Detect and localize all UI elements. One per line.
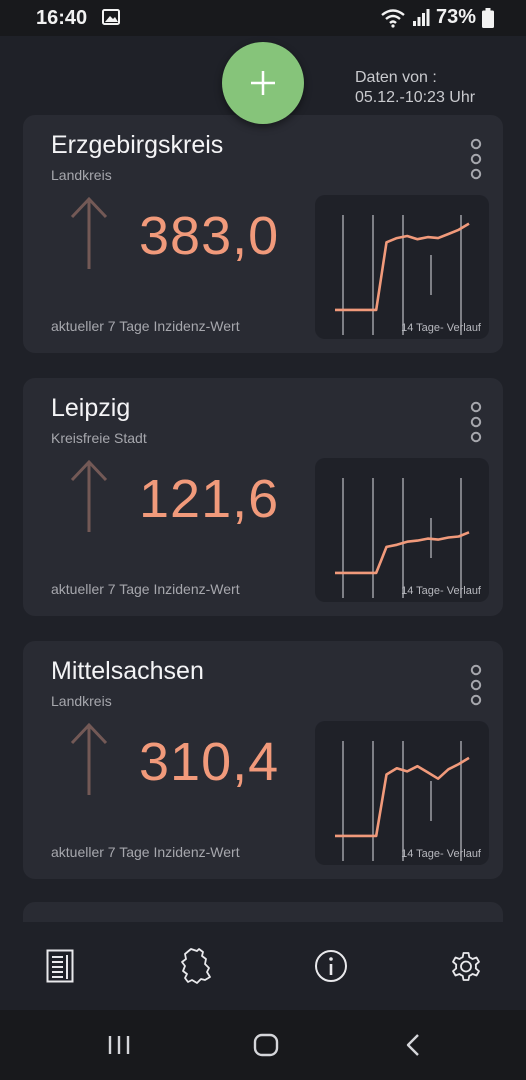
region-type: Landkreis: [51, 167, 112, 183]
incidence-value: 121,6: [139, 469, 280, 529]
trend-chart-svg: [335, 478, 470, 598]
data-timestamp-label: Daten von :: [355, 69, 437, 86]
nav-info-button[interactable]: [309, 944, 353, 988]
wifi-icon: [381, 8, 405, 28]
nav-settings-button[interactable]: [444, 944, 488, 988]
trend-up-arrow-icon: [70, 196, 108, 269]
region-card[interactable]: Mittelsachsen Landkreis 310,4 aktueller …: [23, 641, 503, 879]
region-type: Landkreis: [51, 693, 112, 709]
data-timestamp: Daten von : 05.12.-10:23 Uhr: [355, 68, 475, 108]
more-options-icon[interactable]: [469, 400, 483, 444]
status-bar: 16:40 73%: [0, 0, 526, 36]
more-options-icon[interactable]: [469, 663, 483, 707]
plus-icon: [251, 71, 275, 95]
region-name: Erzgebirgskreis: [51, 131, 224, 159]
nav-list-button[interactable]: [38, 944, 82, 988]
trend-chart: 14 Tage- Verlauf: [315, 458, 489, 602]
system-navigation-bar: [0, 1010, 526, 1080]
trend-chart: 14 Tage- Verlauf: [315, 195, 489, 339]
region-type: Kreisfreie Stadt: [51, 430, 147, 446]
incidence-caption: aktueller 7 Tage Inzidenz-Wert: [51, 318, 240, 334]
battery-icon: [482, 7, 494, 28]
status-time: 16:40: [36, 7, 88, 29]
add-region-button[interactable]: [222, 42, 304, 124]
data-timestamp-value: 05.12.-10:23 Uhr: [355, 89, 476, 106]
home-icon: [253, 1033, 279, 1057]
recent-apps-button[interactable]: [101, 1028, 137, 1062]
home-button[interactable]: [248, 1028, 284, 1062]
trend-chart-svg: [335, 741, 470, 861]
region-card[interactable]: Leipzig Kreisfreie Stadt 121,6 aktueller…: [23, 378, 503, 616]
list-icon: [46, 949, 74, 983]
chart-series-line: [335, 531, 470, 575]
region-name: Mittelsachsen: [51, 657, 204, 685]
trend-chart-label: 14 Tage- Verlauf: [401, 322, 481, 334]
recent-apps-icon: [108, 1036, 130, 1054]
settings-gear-icon: [452, 952, 480, 981]
trend-chart-label: 14 Tage- Verlauf: [401, 848, 481, 860]
region-card[interactable]: Erzgebirgskreis Landkreis 383,0 aktuelle…: [23, 115, 503, 353]
germany-map-icon: [181, 948, 211, 984]
bottom-navigation: [0, 922, 526, 1010]
trend-chart: 14 Tage- Verlauf: [315, 721, 489, 865]
nav-map-button[interactable]: [174, 944, 218, 988]
trend-up-arrow-icon: [70, 722, 108, 795]
trend-chart-label: 14 Tage- Verlauf: [401, 585, 481, 597]
region-name: Leipzig: [51, 394, 131, 422]
trend-up-arrow-icon: [70, 459, 108, 532]
status-indicators: 73%: [380, 6, 494, 29]
more-options-icon[interactable]: [469, 137, 483, 181]
gallery-notification-icon: [102, 9, 120, 25]
incidence-caption: aktueller 7 Tage Inzidenz-Wert: [51, 844, 240, 860]
chart-series-line: [335, 222, 470, 312]
incidence-caption: aktueller 7 Tage Inzidenz-Wert: [51, 581, 240, 597]
back-button[interactable]: [395, 1028, 431, 1062]
trend-chart-svg: [335, 215, 470, 335]
signal-icon: [412, 8, 430, 26]
incidence-value: 383,0: [139, 206, 280, 266]
info-icon: [315, 950, 347, 982]
battery-percentage: 73%: [435, 6, 476, 28]
back-icon: [406, 1034, 419, 1056]
incidence-value: 310,4: [139, 732, 280, 792]
chart-series-line: [335, 756, 470, 838]
